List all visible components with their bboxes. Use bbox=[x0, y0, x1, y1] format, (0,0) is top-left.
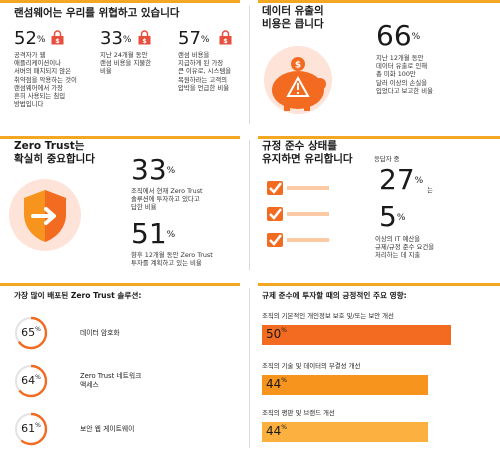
stat-value: 51% bbox=[131, 217, 176, 250]
bar-value-label: 44% bbox=[266, 377, 287, 391]
donut-svg bbox=[14, 316, 48, 350]
ransomware-stat-1: 52% 공격자가 웹 애플리케이션이나 서버의 패치되지 않은 취약점을 악용하는 것… bbox=[14, 28, 94, 109]
solution-label: 보안 웹 게이트웨이 bbox=[80, 424, 135, 433]
vertical-divider-bottom bbox=[249, 288, 250, 448]
stat-value: 33% bbox=[100, 28, 132, 49]
donut-ring: 65% bbox=[14, 316, 48, 350]
bottom-rule-left bbox=[0, 283, 240, 286]
compliance-post: 는 bbox=[427, 186, 433, 194]
stat-value: 52% bbox=[14, 28, 46, 49]
donut-arc bbox=[14, 412, 48, 446]
zerotrust-stat-2: 51% 향후 12개월 동안 Zero Trust 투자를 계획하고 있는 비율 bbox=[131, 217, 251, 268]
compliance-text: 이상의 IT 예산을 규제/규정 준수 요건을 처리하는 데 지출 bbox=[375, 235, 435, 260]
bar bbox=[262, 325, 452, 345]
vertical-divider-top bbox=[249, 6, 250, 124]
bar-category-label: 조직의 평판 및 브랜드 개선 bbox=[262, 409, 335, 417]
stat-text: 랜섬 비용을 지급하게 된 가장 큰 이유로, 시스템을 복원하라는 고객의 압박을 언… bbox=[178, 51, 232, 92]
stat-text: 지난 12개월 동안 데이터 유출로 인해 총 미화 100만 달러 이상의 손실을 입… bbox=[376, 54, 433, 95]
padlock-dollar-icon: $ bbox=[138, 30, 151, 45]
solution-label: 데이터 암호화 bbox=[80, 328, 120, 337]
top-rule-left bbox=[0, 0, 240, 3]
stat-value: 33% bbox=[131, 153, 176, 186]
svg-text:$: $ bbox=[142, 37, 147, 45]
breach-stat: 66% 지난 12개월 동안 데이터 유출로 인해 총 미화 100만 달러 이상의 … bbox=[376, 22, 496, 95]
piggy-bank-warning-icon: $ bbox=[264, 46, 332, 114]
stat-value: 66% bbox=[376, 19, 421, 52]
compliance-value-2: 5% bbox=[379, 200, 406, 233]
bar-category-label: 조직의 기본적인 개인정보 보호 및/또는 보안 개선 bbox=[262, 312, 394, 320]
donut-chart: 65% 데이터 암호화 64% Zero Trust 네트워크 액세스 61% 보안 웹 게… bbox=[0, 300, 240, 450]
stat-text: 향후 12개월 동안 Zero Trust 투자를 계획하고 있는 비율 bbox=[131, 251, 213, 268]
stat-text: 조직에서 현재 Zero Trust 솔루션에 투자하고 있다고 답한 비율 bbox=[131, 187, 203, 212]
ransomware-stat-3: 57% 랜섬 비용을 지급하게 된 가장 큰 이유로, 시스템을 복원하라는 고객의 압… bbox=[178, 30, 258, 92]
shield-arrow-icon bbox=[9, 179, 81, 251]
bar-value-label: 44% bbox=[266, 424, 287, 438]
mid-rule-left bbox=[0, 136, 240, 139]
mid-rule-right bbox=[258, 136, 500, 139]
checklist-icon bbox=[267, 181, 329, 247]
zerotrust-stat-1: 33% 조직에서 현재 Zero Trust 솔루션에 투자하고 있다고 답한 비율 bbox=[131, 156, 251, 212]
stat-text: 공격자가 웹 애플리케이션이나 서버의 패치되지 않은 취약점을 악용하는 것이 랜섬웨… bbox=[14, 51, 77, 109]
bar-track: 50% bbox=[262, 325, 482, 345]
ransomware-title: 랜섬웨어는 우리를 위협하고 있습니다 bbox=[14, 7, 180, 19]
compliance-pre: 응답자 중 bbox=[374, 155, 400, 163]
compliance-value-1: 27% bbox=[379, 163, 424, 196]
stat-value: 57% bbox=[178, 28, 210, 49]
vertical-divider-mid bbox=[249, 140, 250, 270]
donut-ring: 61% bbox=[14, 412, 48, 446]
zerotrust-title: Zero Trust는 확실히 중요합니다 bbox=[14, 140, 95, 165]
bar-track: 44% bbox=[262, 422, 482, 442]
donut-svg bbox=[14, 412, 48, 446]
padlock-dollar-icon: $ bbox=[219, 30, 232, 45]
svg-text:$: $ bbox=[55, 37, 60, 45]
bar bbox=[262, 422, 429, 442]
donut-arc bbox=[14, 316, 48, 350]
svg-text:$: $ bbox=[295, 61, 301, 71]
ransomware-stat-2: 33% 지난 24개월 동안 랜섬 비용을 지불한 비율 bbox=[100, 30, 180, 76]
svg-text:$: $ bbox=[223, 37, 228, 45]
bar-category-label: 조직의 기술 및 데이터의 무결성 개선 bbox=[262, 362, 361, 370]
donut-value: 65% bbox=[21, 326, 41, 339]
compliance-title: 규정 준수 상태를 유지하면 유리합니다 bbox=[262, 140, 353, 165]
bar-track: 44% bbox=[262, 375, 482, 395]
solution-label: Zero Trust 네트워크 액세스 bbox=[80, 372, 142, 389]
bar bbox=[262, 375, 429, 395]
bar-value-label: 50% bbox=[266, 327, 287, 341]
impact-title: 규제 준수에 투자할 때의 긍정적인 주요 영향: bbox=[262, 291, 407, 300]
impact-bar-chart: 조직의 기본적인 개인정보 보호 및/또는 보안 개선 50% 조직의 기술 및 데… bbox=[258, 300, 500, 450]
donut-arc bbox=[14, 364, 48, 398]
donut-value: 61% bbox=[21, 422, 41, 435]
padlock-dollar-icon: $ bbox=[51, 30, 64, 45]
top-rule-right bbox=[258, 0, 500, 3]
stat-text: 지난 24개월 동안 랜섬 비용을 지불한 비율 bbox=[100, 51, 152, 76]
bottom-rule-right bbox=[258, 283, 500, 286]
donut-svg bbox=[14, 364, 48, 398]
donut-value: 64% bbox=[21, 374, 41, 387]
ranking-title: 가장 많이 배포된 Zero Trust 솔루션: bbox=[14, 291, 142, 300]
breach-title: 데이터 유출의 비용은 큽니다 bbox=[262, 5, 324, 30]
donut-ring: 64% bbox=[14, 364, 48, 398]
